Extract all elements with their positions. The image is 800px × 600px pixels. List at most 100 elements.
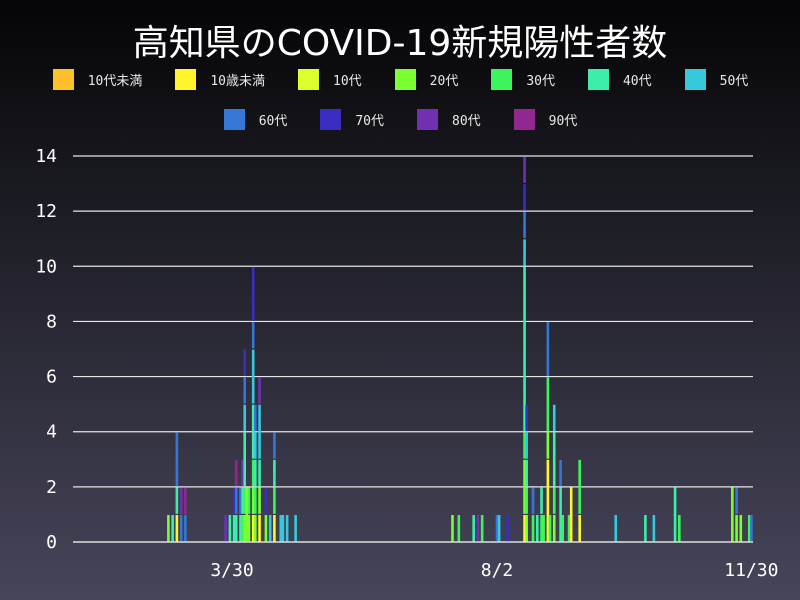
legend-swatch [52, 69, 74, 90]
bar-segment [542, 515, 545, 542]
bar-segment [228, 515, 232, 542]
legend-row-2: 60代 70代 80代 90代 [0, 109, 800, 130]
bar-segment [234, 515, 238, 542]
bar-segment [673, 487, 677, 542]
legend-swatch [394, 69, 416, 90]
bar-segment [251, 487, 255, 514]
bar-segment [239, 487, 242, 514]
bar-segment [525, 404, 528, 432]
chart-title: 高知県のCOVID-19新規陽性者数 [132, 23, 668, 64]
bar-segment [247, 515, 251, 542]
bar-segment [735, 487, 738, 514]
bar-segment [258, 404, 261, 459]
bar-segment [476, 515, 480, 542]
bar-segment [232, 515, 236, 542]
bar-segment [523, 239, 526, 266]
bar-segment [258, 459, 261, 487]
bar-segment [739, 515, 743, 542]
bar-segment [251, 349, 255, 404]
y-tick-label: 10 [35, 256, 57, 277]
legend-label: 40代 [622, 74, 652, 89]
bar-segment [731, 487, 734, 542]
bar-segment [179, 515, 183, 542]
bar-segment [614, 515, 618, 542]
bar-segment [495, 515, 499, 542]
bar-segment [561, 515, 565, 542]
bar-segment [747, 515, 751, 542]
bar-segment [569, 487, 573, 542]
y-tick-label: 0 [46, 532, 57, 553]
bar-segment [451, 515, 454, 542]
legend-swatch [320, 109, 342, 130]
bar-segment [559, 459, 562, 487]
legend-label: 20代 [429, 74, 459, 89]
bar-segment [254, 432, 257, 459]
bar-segment [273, 432, 276, 459]
legend-swatch [684, 69, 706, 90]
bar-segment [559, 487, 562, 542]
bar-segment [241, 515, 244, 542]
bar-segment [548, 515, 552, 542]
bar-segment [243, 377, 247, 404]
bar-segment [279, 515, 283, 542]
bar-segment [243, 404, 247, 432]
bar-segment [480, 515, 484, 542]
legend-swatch [513, 109, 535, 130]
legend-label: 90代 [548, 114, 578, 129]
legend-label: 30代 [526, 74, 555, 89]
legend-item: 60代 [223, 109, 288, 130]
bar-segment [171, 515, 174, 542]
bar-segment [273, 487, 276, 514]
bar-segment [540, 487, 543, 514]
bar-segment [175, 487, 179, 514]
bar-segment [525, 487, 528, 514]
x-tick-label: 8/2 [481, 560, 514, 581]
bar-segment [523, 266, 526, 432]
legend-item: 10代未満 [52, 69, 143, 90]
legend-item: 70代 [320, 109, 384, 130]
bar-segment [578, 459, 581, 514]
legend-label: 80代 [452, 114, 481, 129]
bar-segment [184, 515, 187, 542]
bar-segment [245, 487, 249, 542]
bar-segment [506, 515, 509, 542]
legend-label: 10代未満 [87, 74, 143, 89]
bar-segment [531, 515, 535, 542]
bar-segment [247, 487, 251, 514]
y-tick-label: 2 [46, 477, 57, 498]
bar-segment [540, 515, 543, 542]
legend-swatch [223, 109, 245, 130]
legend-item: 30代 [491, 69, 555, 90]
legend-swatch [491, 69, 513, 90]
bar-segment [523, 432, 526, 459]
bar-segment [497, 515, 501, 542]
bar-segment [750, 515, 753, 542]
bar-segment [234, 487, 238, 514]
bar-segment [472, 515, 475, 542]
bar-segment [258, 377, 261, 404]
bar-segment [652, 515, 656, 542]
legend-row-1: 10代未満 10歳未満 10代 20代 30代 40代 50代 [0, 69, 800, 90]
legend-label: 60代 [258, 114, 288, 129]
bar-segment [735, 515, 738, 542]
bar-segment [243, 515, 247, 542]
bar-segment [241, 459, 244, 487]
bar-segment [175, 432, 179, 487]
bar-segment [268, 515, 272, 542]
bar-segment [525, 432, 528, 459]
bar-segment [224, 515, 227, 542]
bar-segment [281, 515, 285, 542]
bar-segment [251, 515, 255, 542]
bar-segment [523, 156, 526, 183]
bar-segment [184, 487, 187, 514]
bar-segment [243, 349, 247, 376]
bar-segment [273, 515, 276, 542]
legend-label: 50代 [719, 74, 749, 89]
x-tick-label: 11/30 [724, 560, 778, 581]
bar-segment [552, 404, 556, 432]
bar-segment [546, 459, 550, 542]
bar-segment [546, 377, 550, 432]
bar-segment [523, 211, 526, 239]
y-tick-label: 8 [46, 311, 57, 332]
bar-segment [525, 459, 528, 487]
